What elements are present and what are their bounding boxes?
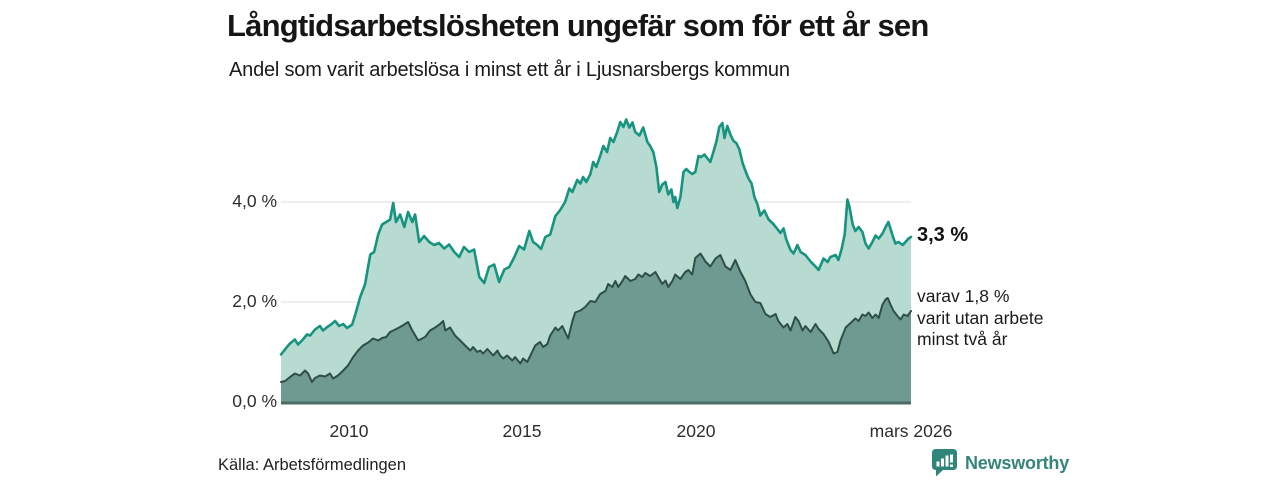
subset-label-line-1: varav 1,8 %	[917, 286, 1010, 306]
x-axis-tick-mars-2026: mars 2026	[869, 421, 953, 441]
series-end-label-subset: varav 1,8 % varit utan arbete minst två …	[917, 286, 1043, 351]
subset-label-line-3: minst två år	[917, 329, 1008, 349]
chart-subtitle: Andel som varit arbetslösa i minst ett å…	[229, 59, 790, 81]
subset-label-line-2: varit utan arbete	[917, 307, 1044, 328]
x-axis-tick-2010: 2010	[329, 421, 369, 441]
source-attribution: Källa: Arbetsförmedlingen	[218, 456, 407, 474]
brand-name: Newsworthy	[965, 452, 1070, 473]
page-title: Långtidsarbetslösheten ungefär som för e…	[227, 8, 929, 43]
y-axis-tick-4: 4,0 %	[232, 191, 277, 211]
newsworthy-icon	[932, 449, 957, 477]
x-axis-tick-2015: 2015	[502, 421, 542, 441]
x-axis-tick-2020: 2020	[676, 421, 716, 441]
y-axis-tick-2: 2,0 %	[232, 291, 277, 311]
y-axis-tick-0: 0,0 %	[232, 391, 277, 411]
series-end-label-total: 3,3 %	[917, 224, 969, 246]
brand-logo: Newsworthy	[931, 448, 1069, 478]
